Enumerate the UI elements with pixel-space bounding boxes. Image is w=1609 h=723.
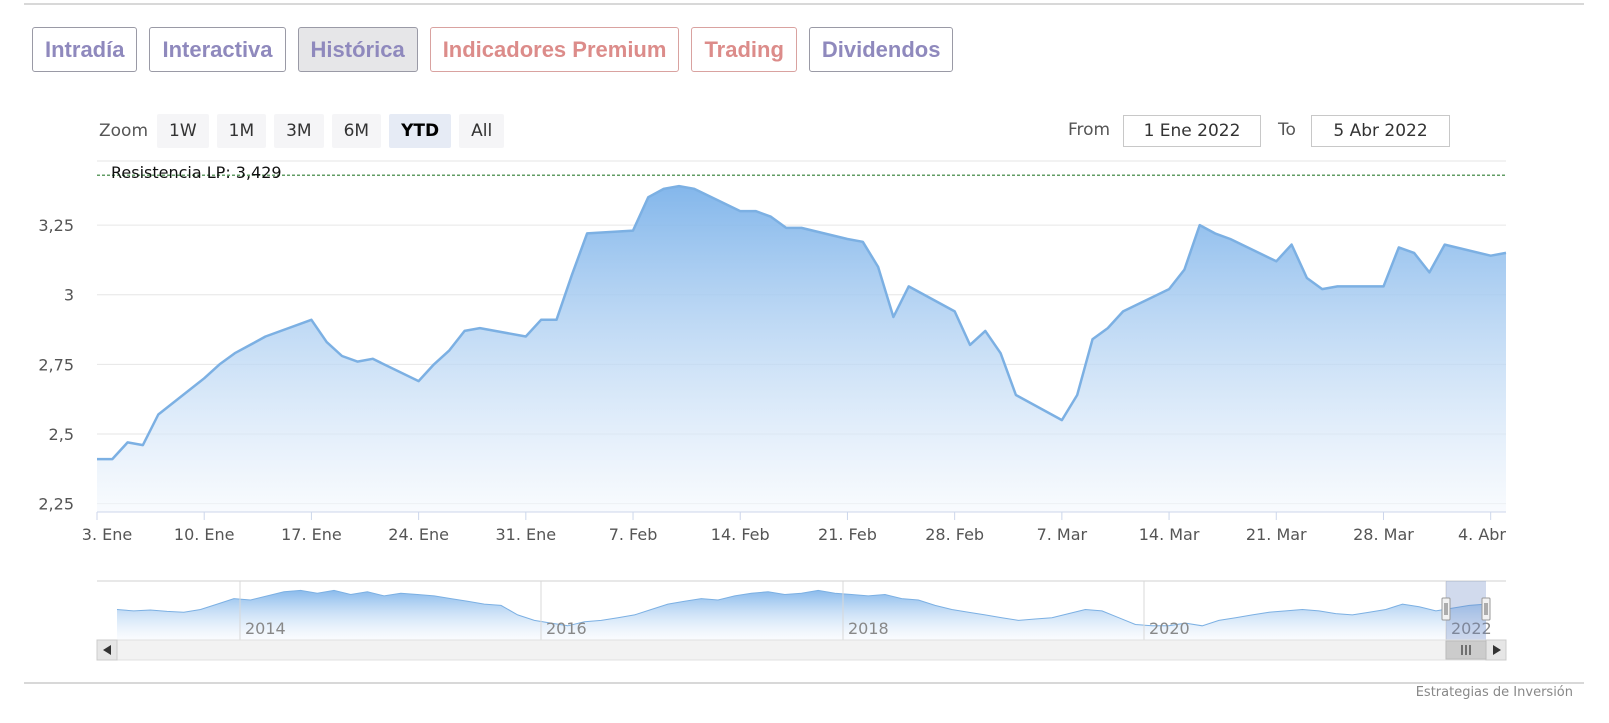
zoom-label: Zoom — [99, 121, 149, 141]
navigator-handle[interactable] — [1441, 597, 1451, 621]
x-tick-label: 24. Ene — [388, 525, 449, 544]
navigator-year-label: 2016 — [546, 619, 587, 638]
tab-histórica[interactable]: Histórica — [297, 27, 418, 72]
zoom-6m-button[interactable]: 6M — [331, 114, 382, 148]
chart-tabs: Intradía Interactiva Histórica Indicadores … — [32, 27, 954, 72]
navigator-selection[interactable] — [1446, 581, 1486, 640]
scrollbar-track[interactable] — [96, 639, 1507, 661]
x-tick-label: 28. Feb — [925, 525, 984, 544]
scroll-left-arrow-icon — [103, 645, 111, 655]
to-label: To — [1278, 120, 1296, 140]
x-tick-label: 3. Ene — [82, 525, 132, 544]
from-date-input[interactable] — [1123, 115, 1261, 147]
tab-intradía[interactable]: Intradía — [32, 27, 138, 72]
navigator-year-label: 2014 — [245, 619, 286, 638]
zoom-1m-button[interactable]: 1M — [216, 114, 267, 148]
x-tick-label: 10. Ene — [174, 525, 235, 544]
from-label: From — [1068, 120, 1111, 140]
tab-trading[interactable]: Trading — [691, 27, 797, 72]
tab-dividendos[interactable]: Dividendos — [808, 27, 954, 72]
credits-link[interactable]: Estrategias de Inversión — [1415, 685, 1573, 700]
x-tick-label: 31. Ene — [496, 525, 557, 544]
bottom-divider — [24, 682, 1584, 684]
y-tick-label: 3,25 — [38, 216, 74, 235]
navigator-line — [116, 589, 1487, 627]
resistance-label: Resistencia LP: 3,429 — [111, 163, 282, 182]
zoom-all-button[interactable]: All — [459, 114, 505, 148]
tab-indicadores-premium[interactable]: Indicadores Premium — [429, 27, 680, 72]
zoom-ytd-button[interactable]: YTD — [389, 114, 452, 148]
zoom-buttons: 1W 1M 3M 6M YTD All — [157, 114, 505, 148]
navigator-area — [117, 590, 1486, 640]
y-tick-label: 3 — [64, 286, 74, 305]
x-tick-label: 17. Ene — [281, 525, 342, 544]
navigator-year-label: 2020 — [1149, 619, 1190, 638]
x-tick-label: 14. Mar — [1139, 525, 1200, 544]
price-line — [97, 184, 1507, 461]
to-date-input[interactable] — [1311, 115, 1450, 147]
x-tick-label: 4. Abr — [1458, 525, 1506, 544]
x-tick-label: 21. Mar — [1246, 525, 1307, 544]
x-tick-label: 21. Feb — [818, 525, 877, 544]
x-tick-label: 14. Feb — [711, 525, 770, 544]
zoom-1w-button[interactable]: 1W — [157, 114, 209, 148]
y-tick-label: 2,5 — [49, 425, 74, 444]
navigator-year-label: 2022 — [1451, 619, 1492, 638]
navigator-handle[interactable] — [1481, 597, 1491, 621]
y-tick-label: 2,75 — [38, 355, 74, 374]
tab-interactiva[interactable]: Interactiva — [149, 27, 286, 72]
navigator-year-label: 2018 — [848, 619, 889, 638]
price-area — [97, 186, 1506, 512]
zoom-3m-button[interactable]: 3M — [274, 114, 324, 148]
x-tick-label: 28. Mar — [1353, 525, 1414, 544]
x-tick-label: 7. Feb — [609, 525, 658, 544]
top-divider — [24, 3, 1584, 5]
scroll-right-arrow-icon — [1493, 645, 1501, 655]
x-tick-label: 7. Mar — [1037, 525, 1088, 544]
y-tick-label: 2,25 — [38, 495, 74, 514]
